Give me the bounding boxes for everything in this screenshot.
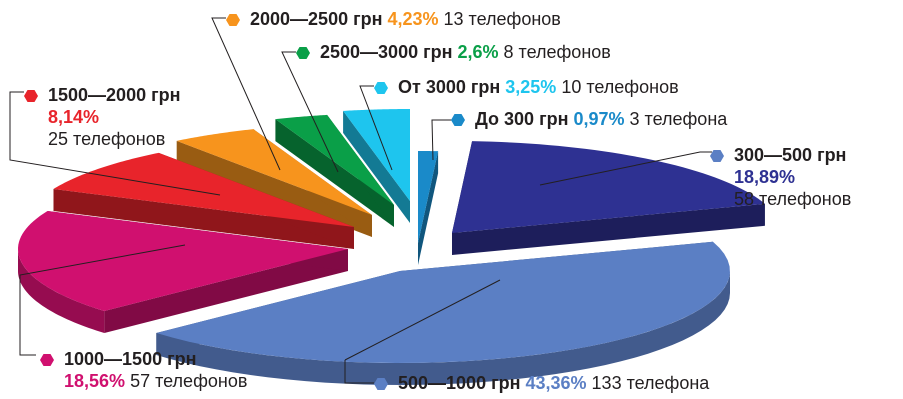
slice-count: 13 телефонов: [443, 9, 561, 29]
slice-wall: [176, 140, 372, 237]
leader-line-1: [539, 151, 712, 186]
label-3000-plus: От 3000 грн 3,25% 10 телефонов: [374, 76, 679, 98]
slice-range: 1000—1500 грн: [64, 349, 197, 369]
slice-count: 57 телефонов: [130, 371, 248, 391]
slice-range: 300—500 грн: [734, 145, 847, 165]
legend-marker: [40, 354, 54, 366]
slice-top: [18, 210, 348, 312]
slice-count: 25 телефонов: [48, 129, 166, 149]
pie-slice-2: [156, 241, 730, 385]
leader-line-7: [359, 85, 393, 171]
slice-top: [452, 141, 765, 233]
pie-slice-7: [343, 109, 410, 223]
leader-line-6: [281, 51, 339, 173]
label-2000-2500: 2000—2500 грн 4,23% 13 телефонов: [226, 8, 561, 30]
slice-top: [418, 151, 439, 243]
legend-marker: [24, 90, 38, 102]
slice-count: 133 телефона: [591, 373, 710, 393]
slice-range: От 3000 грн: [398, 77, 501, 97]
slice-top: [156, 241, 730, 363]
slice-percent: 3,25%: [505, 77, 557, 97]
legend-marker: [226, 14, 240, 26]
slice-count: 58 телефонов: [734, 189, 852, 209]
legend-marker: [296, 47, 310, 59]
leader-line-0: [431, 119, 452, 161]
slice-percent: 18,56%: [64, 371, 126, 391]
label-2500-3000: 2500—3000 грн 2,6% 8 телефонов: [296, 41, 611, 63]
slice-range: 1500—2000 грн: [48, 85, 181, 105]
leader-line-3: [19, 244, 186, 356]
pie-slice-3: [18, 210, 348, 334]
legend-marker: [451, 114, 465, 126]
leader-line-4: [9, 91, 221, 196]
slice-percent: 43,36%: [525, 373, 587, 393]
slice-wall: [418, 151, 439, 265]
slice-wall: [53, 188, 354, 249]
pie-slice-5: [176, 129, 372, 237]
slice-wall: [452, 203, 765, 255]
slice-range: До 300 грн: [475, 109, 569, 129]
label-under-300: До 300 грн 0,97% 3 телефона: [451, 108, 727, 130]
slice-top: [275, 114, 394, 205]
slice-top: [53, 152, 354, 227]
leader-line-2b: [344, 360, 374, 384]
label-300-500: 300—500 грн 18,89% 58 телефонов: [710, 144, 851, 210]
slice-rim: [156, 271, 730, 385]
slice-range: 500—1000 грн: [398, 373, 521, 393]
slice-count: 10 телефонов: [561, 77, 679, 97]
slice-wall: [343, 110, 410, 223]
legend-marker: [374, 82, 388, 94]
slice-range: 2000—2500 грн: [250, 9, 383, 29]
leader-line-5: [211, 17, 281, 171]
legend-marker: [374, 378, 388, 390]
label-500-1000: 500—1000 грн 43,36% 133 телефона: [374, 372, 709, 394]
slice-percent: 18,89%: [734, 167, 796, 187]
slice-wall: [104, 249, 348, 334]
legend-marker: [710, 150, 724, 162]
slice-wall: [275, 119, 394, 227]
slice-percent: 8,14%: [48, 107, 100, 127]
pie-slice-1: [452, 141, 765, 255]
slice-count: 3 телефона: [629, 109, 728, 129]
label-1000-1500: 1000—1500 грн 18,56% 57 телефонов: [40, 348, 247, 392]
pie-slice-6: [275, 114, 394, 227]
leader-line-2: [344, 279, 501, 361]
slice-count: 8 телефонов: [503, 42, 611, 62]
slice-top: [343, 109, 410, 201]
label-1500-2000: 1500—2000 грн 8,14% 25 телефонов: [24, 84, 180, 150]
slice-top: [176, 129, 372, 215]
slice-percent: 4,23%: [387, 9, 439, 29]
pie-slice-4: [53, 152, 354, 249]
slice-range: 2500—3000 грн: [320, 42, 453, 62]
slice-percent: 2,6%: [457, 42, 499, 62]
slice-percent: 0,97%: [573, 109, 625, 129]
slice-rim: [18, 249, 105, 334]
pie-slice-0: [418, 151, 439, 265]
